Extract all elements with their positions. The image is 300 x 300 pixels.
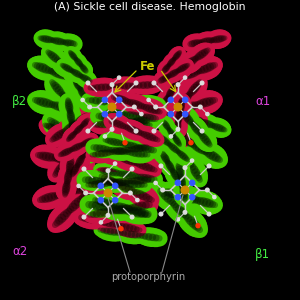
Circle shape	[176, 83, 180, 86]
Circle shape	[112, 198, 118, 203]
Circle shape	[81, 98, 84, 101]
Circle shape	[168, 97, 173, 102]
Circle shape	[152, 81, 156, 85]
Text: β1: β1	[255, 248, 270, 261]
Circle shape	[190, 195, 195, 200]
Circle shape	[98, 183, 104, 188]
Circle shape	[181, 186, 189, 194]
Circle shape	[159, 164, 163, 168]
Text: Fe: Fe	[140, 61, 156, 74]
Circle shape	[133, 105, 136, 109]
Circle shape	[183, 211, 187, 214]
Circle shape	[161, 188, 164, 192]
Circle shape	[108, 103, 116, 111]
Circle shape	[213, 196, 216, 199]
Text: α2: α2	[12, 245, 27, 258]
Circle shape	[200, 81, 204, 85]
Circle shape	[82, 215, 86, 219]
Circle shape	[134, 129, 138, 133]
Circle shape	[154, 181, 157, 184]
Circle shape	[102, 97, 107, 102]
Circle shape	[207, 164, 211, 168]
Circle shape	[190, 159, 194, 162]
Circle shape	[82, 167, 86, 171]
Circle shape	[174, 103, 182, 111]
Circle shape	[113, 162, 117, 165]
Circle shape	[130, 167, 134, 171]
Circle shape	[199, 105, 202, 109]
Text: (A) Sickle cell disease. Hemoglobin: (A) Sickle cell disease. Hemoglobin	[54, 2, 246, 12]
Circle shape	[183, 97, 188, 102]
Circle shape	[190, 180, 195, 185]
Circle shape	[117, 97, 122, 102]
Circle shape	[112, 183, 118, 188]
Circle shape	[110, 128, 114, 131]
Circle shape	[176, 128, 180, 131]
Circle shape	[86, 129, 90, 133]
Circle shape	[206, 188, 209, 192]
Circle shape	[117, 112, 122, 117]
Circle shape	[183, 166, 187, 169]
Circle shape	[168, 112, 173, 117]
Circle shape	[134, 81, 138, 85]
Circle shape	[84, 191, 88, 195]
Circle shape	[196, 224, 200, 228]
Circle shape	[175, 180, 180, 185]
Circle shape	[123, 141, 127, 145]
Text: α1: α1	[255, 95, 270, 108]
Circle shape	[99, 221, 103, 224]
Circle shape	[98, 198, 104, 203]
Circle shape	[207, 212, 211, 216]
Circle shape	[128, 191, 132, 195]
Circle shape	[184, 76, 187, 79]
Circle shape	[77, 184, 80, 188]
Circle shape	[130, 215, 134, 219]
Circle shape	[119, 227, 123, 231]
Circle shape	[200, 129, 204, 133]
Circle shape	[154, 105, 158, 109]
Text: β2: β2	[12, 95, 27, 108]
Circle shape	[175, 195, 180, 200]
Circle shape	[147, 98, 150, 101]
Circle shape	[159, 212, 163, 216]
Circle shape	[189, 141, 193, 145]
Circle shape	[176, 218, 179, 221]
Circle shape	[104, 189, 112, 197]
Circle shape	[136, 199, 139, 202]
Circle shape	[206, 112, 209, 116]
Circle shape	[110, 83, 114, 86]
Circle shape	[169, 135, 172, 138]
Circle shape	[140, 112, 143, 116]
Circle shape	[106, 214, 110, 217]
Circle shape	[88, 105, 92, 109]
Circle shape	[102, 112, 107, 117]
Circle shape	[103, 135, 106, 138]
Text: protoporphyrin: protoporphyrin	[111, 272, 185, 282]
Circle shape	[183, 112, 188, 117]
Circle shape	[86, 81, 90, 85]
Circle shape	[152, 129, 156, 133]
Circle shape	[118, 76, 121, 79]
Circle shape	[106, 169, 110, 172]
